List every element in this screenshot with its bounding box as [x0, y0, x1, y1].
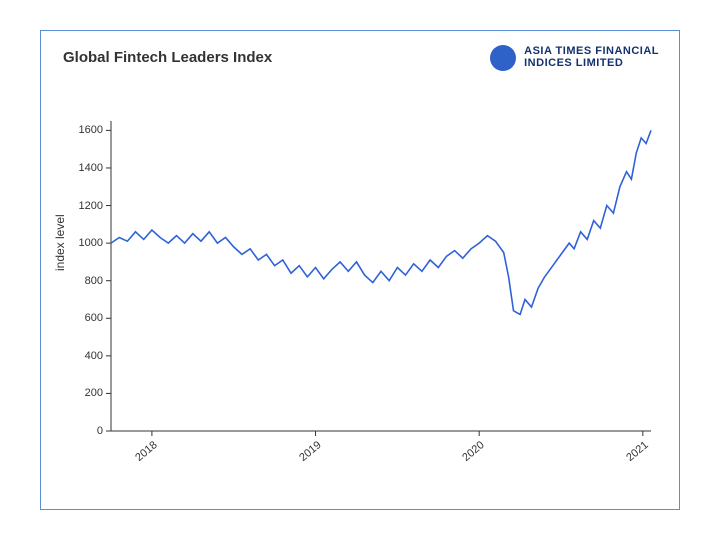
y-tick-label: 1000	[63, 237, 103, 249]
y-tick-label: 200	[63, 387, 103, 399]
y-tick-label: 400	[63, 350, 103, 362]
x-tick-label: 2018	[133, 439, 159, 464]
y-tick-label: 0	[63, 425, 103, 437]
y-tick-label: 1400	[63, 162, 103, 174]
plot-area: 02004006008001000120014001600 2018201920…	[111, 121, 651, 431]
brand-text: ASIA TIMES FINANCIAL INDICES LIMITED	[524, 46, 659, 69]
chart-svg	[111, 121, 651, 431]
x-tick-label: 2019	[297, 439, 323, 464]
y-tick-label: 1200	[63, 200, 103, 212]
y-tick-label: 1600	[63, 124, 103, 136]
index-line	[111, 130, 651, 314]
brand-line2: INDICES LIMITED	[524, 58, 659, 70]
y-tick-label: 600	[63, 312, 103, 324]
x-tick-label: 2021	[624, 439, 650, 464]
chart-title: Global Fintech Leaders Index	[63, 49, 272, 66]
brand-lockup: ASIA TIMES FINANCIAL INDICES LIMITED	[490, 45, 659, 71]
y-tick-label: 800	[63, 275, 103, 287]
globe-icon	[490, 45, 516, 71]
x-tick-label: 2020	[460, 439, 486, 464]
chart-card: Global Fintech Leaders Index ASIA TIMES …	[40, 30, 680, 510]
